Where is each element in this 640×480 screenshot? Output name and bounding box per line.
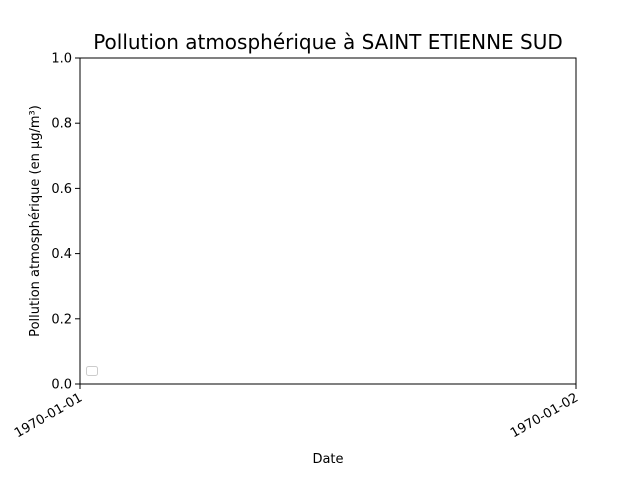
y-axis-label: Pollution atmosphérique (en µg/m³) xyxy=(28,105,43,337)
x-axis-label: Date xyxy=(312,452,343,467)
legend-box xyxy=(86,366,98,376)
y-tick-label: 1.0 xyxy=(51,52,72,67)
y-axis-ticks: 0.0 0.2 0.4 0.6 0.8 1.0 xyxy=(51,52,80,393)
plot-area xyxy=(80,58,576,384)
y-tick-label: 0.4 xyxy=(51,247,72,262)
y-tick-label: 0.8 xyxy=(51,117,72,132)
y-tick-label: 0.0 xyxy=(51,378,72,393)
y-tick-label: 0.2 xyxy=(51,312,72,327)
y-tick-label: 0.6 xyxy=(51,182,72,197)
chart-title: Pollution atmosphérique à SAINT ETIENNE … xyxy=(93,30,563,54)
plot-frame xyxy=(79,57,577,385)
